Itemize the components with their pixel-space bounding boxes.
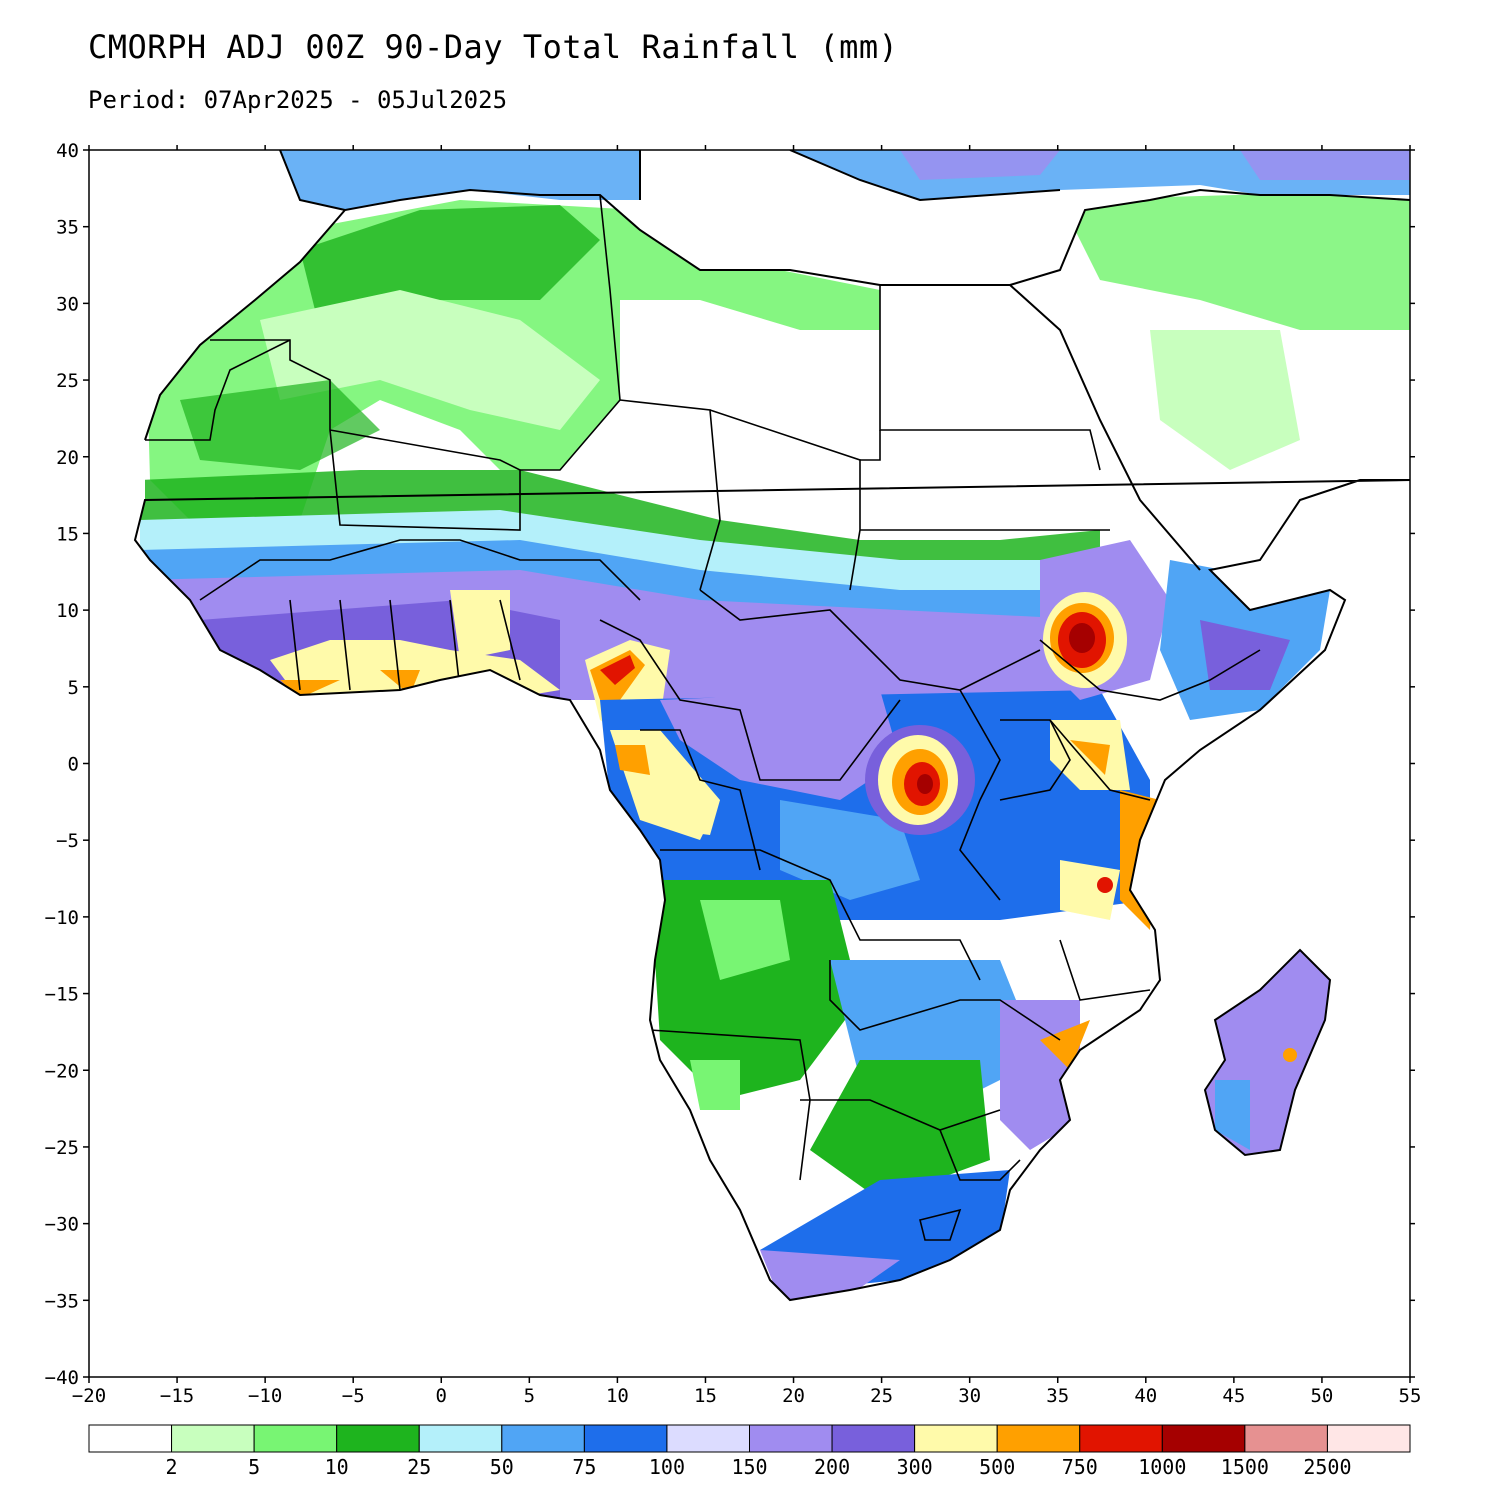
colorbar-swatch — [336, 1424, 420, 1453]
lat-tick-label: 15 — [56, 523, 79, 545]
lat-tick-label: 35 — [56, 217, 79, 239]
lat-tick-label: 10 — [56, 600, 79, 622]
coastlines — [133, 150, 1410, 1302]
colorbar-label: 75 — [572, 1455, 596, 1479]
lon-tick-label: −20 — [72, 1385, 106, 1407]
colorbar-label: 100 — [649, 1455, 685, 1479]
lon-tick-label: 30 — [958, 1385, 981, 1407]
latitude-axis: 40 35 30 25 20 15 10 5 0 −5 −10 −15 −20 −25 −30 −35 −40 — [45, 140, 1415, 1389]
colorbar-swatch — [749, 1424, 833, 1453]
colorbar-label: 10 — [325, 1455, 349, 1479]
colorbar-swatch — [666, 1424, 750, 1453]
colorbar-label: 300 — [897, 1455, 933, 1479]
colorbar: 2 5 10 25 50 75 100 150 200 300 500 750 1000 1500 2500 — [88, 1424, 1411, 1479]
colorbar-swatch — [418, 1424, 503, 1453]
lon-tick-label: −15 — [160, 1385, 194, 1407]
lat-tick-label: −20 — [45, 1060, 79, 1082]
lat-tick-label: 30 — [56, 293, 79, 315]
colorbar-swatch — [996, 1424, 1081, 1453]
lat-tick-label: −35 — [45, 1290, 79, 1312]
colorbar-swatch — [831, 1424, 916, 1453]
longitude-axis: −20 −15 −10 −5 0 5 10 15 20 25 30 35 40 45 50 55 — [72, 145, 1422, 1407]
colorbar-swatch — [253, 1424, 338, 1453]
colorbar-swatch — [1161, 1424, 1246, 1453]
colorbar-label: 2500 — [1303, 1455, 1351, 1479]
lon-tick-label: 50 — [1310, 1385, 1333, 1407]
colorbar-swatch — [1326, 1424, 1411, 1453]
lon-tick-label: 25 — [870, 1385, 893, 1407]
lon-tick-label: 5 — [524, 1385, 535, 1407]
lat-tick-label: 40 — [56, 140, 79, 162]
period-subtitle: Period: 07Apr2025 - 05Jul2025 — [88, 86, 508, 114]
lat-tick-label: 0 — [68, 754, 79, 776]
colorbar-label: 50 — [490, 1455, 514, 1479]
lat-tick-label: −15 — [45, 984, 79, 1006]
lon-tick-label: 20 — [782, 1385, 805, 1407]
colorbar-swatch — [1079, 1424, 1163, 1453]
colorbar-swatch — [88, 1424, 173, 1453]
colorbar-label: 5 — [248, 1455, 260, 1479]
colorbar-label: 150 — [731, 1455, 767, 1479]
colorbar-swatch — [583, 1424, 668, 1453]
colorbar-label: 2 — [166, 1455, 178, 1479]
map-title: CMORPH ADJ 00Z 90-Day Total Rainfall (mm… — [88, 28, 899, 66]
lat-tick-label: 20 — [56, 447, 79, 469]
lat-tick-label: −30 — [45, 1214, 79, 1236]
lon-tick-label: −10 — [248, 1385, 282, 1407]
colorbar-label: 200 — [814, 1455, 850, 1479]
lon-tick-label: 15 — [694, 1385, 717, 1407]
lat-tick-label: −5 — [56, 830, 79, 852]
colorbar-label: 25 — [407, 1455, 431, 1479]
lon-tick-label: 55 — [1399, 1385, 1422, 1407]
rainfall-field — [135, 150, 1410, 1300]
colorbar-swatch — [501, 1424, 585, 1453]
colorbar-swatch — [1244, 1424, 1328, 1453]
lon-tick-label: −5 — [342, 1385, 365, 1407]
colorbar-label: 750 — [1062, 1455, 1098, 1479]
colorbar-label: 500 — [979, 1455, 1015, 1479]
colorbar-label: 1500 — [1221, 1455, 1269, 1479]
lon-tick-label: 45 — [1222, 1385, 1245, 1407]
lon-tick-label: 10 — [606, 1385, 629, 1407]
colorbar-label: 1000 — [1138, 1455, 1186, 1479]
lon-tick-label: 40 — [1134, 1385, 1157, 1407]
lat-tick-label: 5 — [68, 677, 79, 699]
lat-tick-label: −25 — [45, 1137, 79, 1159]
colorbar-swatch — [171, 1424, 255, 1453]
lat-tick-label: −10 — [45, 907, 79, 929]
country-borders — [145, 194, 1261, 1241]
lat-tick-label: −40 — [45, 1367, 79, 1389]
lon-tick-label: 0 — [436, 1385, 447, 1407]
lon-tick-label: 35 — [1046, 1385, 1069, 1407]
colorbar-swatch — [914, 1424, 998, 1453]
lat-tick-label: 25 — [56, 370, 79, 392]
